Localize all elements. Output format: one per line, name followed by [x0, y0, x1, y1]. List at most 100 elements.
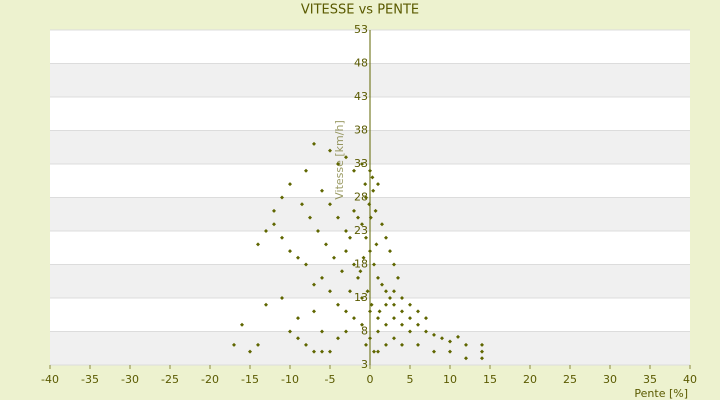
point [328, 202, 332, 207]
point [280, 296, 284, 300]
point [344, 309, 348, 314]
point [336, 336, 340, 341]
point [328, 148, 332, 153]
point [352, 316, 356, 321]
x-tick-label: 30 [603, 373, 617, 386]
x-tick-label: 35 [643, 373, 657, 386]
point [361, 255, 366, 260]
x-tick-label: -10 [281, 373, 299, 386]
y-tick-label: 48 [354, 57, 368, 70]
point [384, 342, 388, 347]
point [373, 208, 378, 213]
point [424, 316, 428, 321]
point [416, 309, 420, 314]
point [240, 322, 244, 327]
point [352, 208, 356, 213]
x-tick-label: 5 [407, 373, 414, 386]
x-tick-label: -20 [201, 373, 219, 386]
point [384, 235, 388, 240]
point [376, 329, 380, 334]
point [304, 262, 308, 267]
point [448, 339, 452, 344]
x-tick-label: 10 [443, 373, 457, 386]
point [464, 356, 468, 361]
point [364, 235, 368, 240]
x-tick-label: -5 [325, 373, 336, 386]
point [316, 229, 320, 233]
point [376, 275, 380, 280]
point [324, 242, 328, 247]
point [344, 329, 348, 334]
point [312, 141, 316, 146]
point [376, 182, 380, 187]
point [256, 342, 260, 347]
y-tick-label: 28 [354, 191, 368, 204]
point [384, 302, 388, 307]
point [360, 296, 364, 300]
point [368, 168, 372, 173]
x-tick-label: -30 [121, 373, 139, 386]
point [380, 282, 384, 287]
point [370, 175, 375, 180]
point [408, 302, 412, 307]
point [256, 242, 260, 247]
point [392, 302, 396, 307]
point [248, 349, 252, 354]
point [320, 188, 324, 193]
point [288, 182, 292, 187]
point [371, 188, 376, 193]
x-tick-label: 25 [563, 373, 577, 386]
point [416, 322, 420, 327]
point [408, 329, 412, 334]
point [464, 342, 468, 347]
y-tick-label: 53 [354, 23, 368, 36]
y-tick-label: 18 [354, 258, 368, 271]
point [344, 249, 348, 254]
point [368, 309, 372, 314]
point [368, 336, 372, 341]
point [320, 349, 324, 354]
point [280, 195, 284, 200]
point [380, 222, 384, 227]
point [356, 215, 360, 220]
point [392, 336, 396, 341]
point [440, 336, 444, 341]
point [344, 229, 348, 233]
point [369, 302, 374, 307]
x-tick-label: -15 [241, 373, 259, 386]
point [456, 334, 460, 339]
point [480, 349, 484, 354]
point [352, 262, 356, 267]
point [340, 269, 344, 274]
point [304, 342, 308, 347]
x-tick-label: -35 [81, 373, 99, 386]
point [480, 342, 484, 347]
point [377, 309, 382, 314]
point [400, 342, 404, 347]
point [344, 155, 348, 160]
point [392, 262, 396, 267]
point [300, 202, 304, 207]
point [328, 349, 332, 354]
y-tick-label: 38 [354, 124, 368, 137]
y-tick-label: 3 [361, 358, 368, 371]
point [332, 255, 336, 260]
point [348, 289, 352, 294]
point [432, 332, 436, 337]
point [296, 336, 300, 341]
point [336, 162, 340, 166]
point [352, 168, 356, 173]
x-tick-label: -40 [41, 373, 59, 386]
point [328, 289, 332, 294]
point [288, 249, 292, 254]
point [400, 322, 404, 327]
point [376, 349, 380, 354]
point [368, 249, 372, 254]
point [312, 349, 316, 354]
point [364, 195, 368, 200]
point [272, 222, 276, 227]
x-tick-label: 20 [523, 373, 537, 386]
point [388, 249, 392, 254]
point [424, 329, 428, 334]
point [367, 202, 372, 207]
